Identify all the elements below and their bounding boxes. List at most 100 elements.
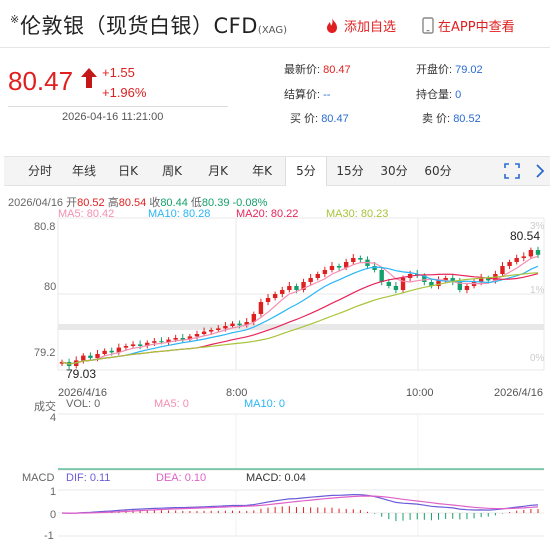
candles	[59, 246, 541, 370]
ma-lines	[61, 255, 539, 365]
tab-5min[interactable]: 5分	[285, 157, 327, 186]
volume-ma5: MA5: 0	[154, 398, 189, 410]
candle-body	[237, 323, 242, 326]
candle-body	[308, 278, 313, 282]
ask-price-field: 卖 价: 80.52	[422, 110, 481, 126]
open-price-label: 开盘价:	[416, 64, 453, 76]
header-divider	[0, 47, 550, 48]
open-interest-value: 0	[455, 89, 462, 101]
candle-body	[478, 278, 484, 282]
candle-body	[244, 322, 249, 326]
candle-body	[415, 274, 420, 276]
ma5-legend: MA5: 80.42	[58, 208, 115, 220]
time-axis-end: 2026/4/16	[494, 387, 543, 399]
candle-body	[102, 350, 107, 354]
add-watchlist-label: 添加自选	[344, 20, 397, 35]
candle-body	[379, 270, 384, 282]
settle-price-value: --	[323, 89, 331, 101]
candle-body	[258, 302, 264, 314]
candle-body	[230, 323, 235, 326]
candle-body	[88, 355, 93, 358]
tab-yearly-k[interactable]: 年K	[252, 164, 272, 178]
candle-body	[329, 266, 335, 270]
candle-body	[436, 280, 441, 286]
settle-price-label: 结算价:	[284, 89, 321, 101]
min-price-label: 79.03	[66, 367, 97, 381]
tab-yearline[interactable]: 年线	[71, 164, 96, 178]
candle-body	[95, 354, 100, 358]
open-price-value: 79.02	[455, 64, 483, 76]
ask-price-value: 80.52	[453, 113, 481, 125]
price-axis-mid: 80	[44, 281, 57, 293]
candle-body	[194, 334, 200, 337]
latest-price-field: 最新价: 80.47	[284, 61, 351, 77]
last-price: 80.47	[8, 66, 74, 96]
open-price-field: 开盘价: 79.02	[416, 61, 483, 77]
candle-body	[301, 282, 306, 290]
tab-15min[interactable]: 15分	[336, 164, 364, 178]
tab-daily-k[interactable]: 日K	[118, 164, 138, 178]
candle-body	[358, 258, 363, 260]
chart-period-tabs: 分时 年线 日K 周K 月K 年K 5分 15分 30分 60分	[4, 156, 550, 186]
ma30-line	[61, 272, 539, 365]
candle-body	[322, 270, 328, 274]
candle-body	[457, 282, 463, 290]
latest-price-value: 80.47	[323, 64, 351, 76]
candle-body	[152, 341, 157, 343]
fullscreen-icon[interactable]	[504, 163, 520, 179]
candle-body	[272, 294, 278, 298]
candle-body	[372, 266, 377, 270]
candle-body	[137, 344, 143, 346]
candle-body	[59, 362, 65, 364]
candle-body	[173, 338, 178, 340]
pct-axis-top: 3%	[530, 221, 545, 232]
ma30-legend: MA30: 80.23	[326, 208, 389, 220]
volume-value: VOL: 0	[66, 398, 101, 410]
volume-ma10: MA10: 0	[244, 398, 285, 410]
candle-body	[109, 350, 114, 353]
pct-axis-mid: 1%	[530, 285, 545, 296]
candle-body	[400, 278, 406, 290]
ohlc-pct: -0.08%	[232, 197, 268, 209]
change-amount: +1.55	[102, 65, 135, 80]
candle-body	[81, 355, 86, 361]
ma5-line	[61, 255, 539, 365]
max-price-label: 80.54	[510, 229, 541, 243]
open-interest-field: 持仓量: 0	[416, 86, 461, 102]
tab-30min[interactable]: 30分	[380, 164, 408, 178]
tab-intraday[interactable]: 分时	[27, 164, 52, 178]
macd-pane	[61, 493, 539, 522]
ohlc-open-label: 开	[66, 197, 78, 209]
ohlc-info-line: 2026/04/16 开80.52 高80.54 收80.44 低80.39 -…	[8, 194, 267, 210]
change-percent: +1.96%	[102, 85, 147, 100]
prev-close-band	[58, 324, 544, 330]
candle-body	[287, 286, 292, 290]
candle-body	[500, 266, 505, 274]
candle-body	[265, 298, 271, 302]
ohlc-high: 80.54	[118, 197, 147, 209]
bid-price-label: 买 价:	[290, 113, 319, 125]
view-in-app-button[interactable]: 在APP中查看	[422, 16, 515, 35]
candle-body	[535, 250, 541, 255]
candle-body	[223, 326, 228, 329]
tab-monthly-k[interactable]: 月K	[208, 164, 228, 178]
ma20-legend: MA20: 80.22	[236, 208, 299, 220]
macd-axis-top: 1	[50, 486, 57, 498]
candle-body	[208, 330, 214, 332]
candle-body	[251, 314, 257, 322]
time-axis-start: 2026/4/16	[58, 387, 107, 399]
volume-title: 成交	[34, 401, 56, 413]
tab-weekly-k[interactable]: 周K	[162, 164, 182, 178]
ohlc-close-label: 收	[149, 197, 161, 209]
chevron-right-icon[interactable]	[534, 163, 546, 179]
ohlc-close: 80.44	[160, 197, 188, 209]
candle-body	[159, 341, 164, 343]
tab-60min[interactable]: 60分	[424, 164, 452, 178]
add-watchlist-button[interactable]: 添加自选	[324, 16, 396, 35]
candle-body	[145, 342, 150, 346]
page-title: 伦敦银（现货白银）CFD(XAG)	[20, 10, 287, 40]
candle-body	[514, 258, 519, 262]
macd-title: MACD	[22, 472, 55, 484]
ohlc-date: 2026/04/16	[8, 197, 64, 209]
candle-body	[166, 339, 171, 342]
